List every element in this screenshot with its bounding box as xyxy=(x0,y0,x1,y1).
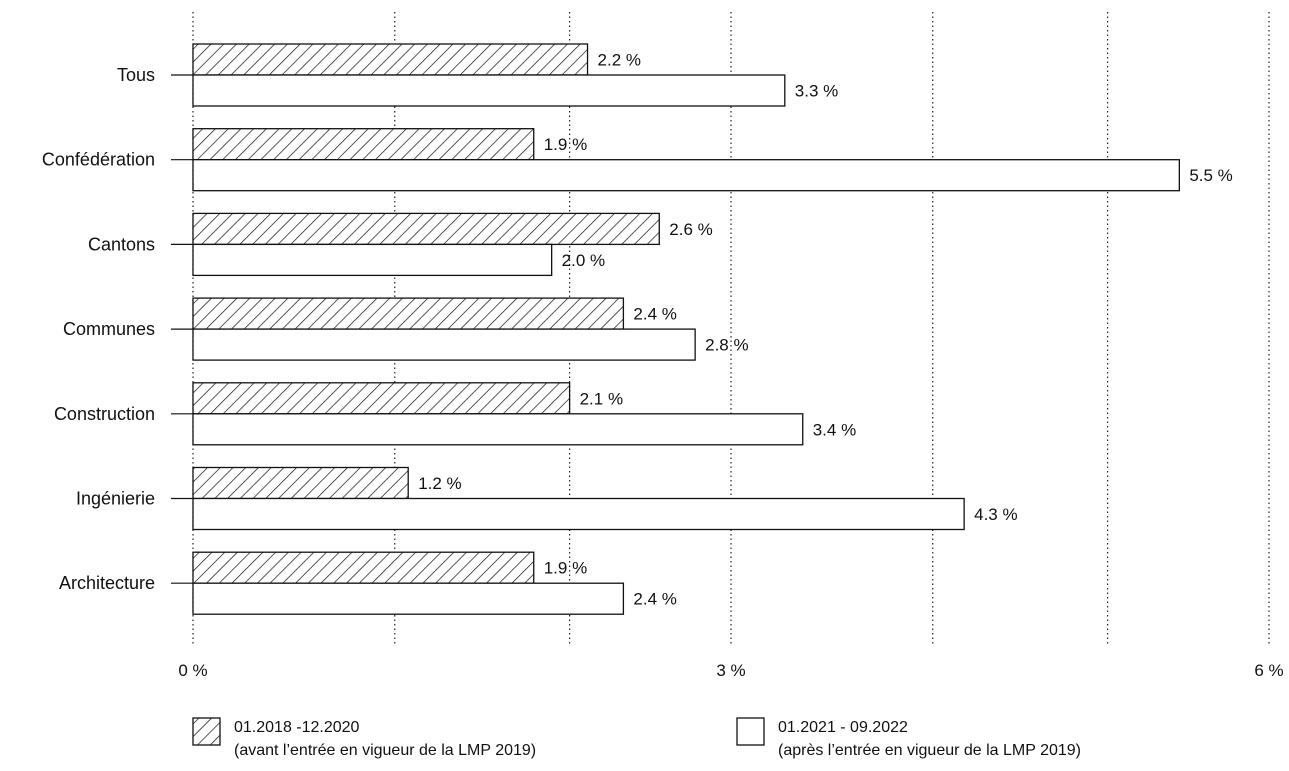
legend: 01.2018 -12.2020 (avant l’entrée en vigue… xyxy=(192,717,1081,759)
legend-series-name: 01.2021 - 09.2022 xyxy=(778,719,908,736)
bar-period-1 xyxy=(192,382,571,415)
bar-period-2 xyxy=(192,159,1180,192)
category-label: Ingénierie xyxy=(76,489,155,509)
category-label: Architecture xyxy=(59,573,155,593)
legend-series-note: (avant l’entrée en vigueur de la LMP 201… xyxy=(234,742,536,759)
category-label: Construction xyxy=(54,404,155,424)
bar-period-2 xyxy=(192,413,804,446)
category-label: Communes xyxy=(63,319,155,339)
value-label: 3.4 % xyxy=(813,420,856,439)
bars xyxy=(192,43,1180,615)
bar-period-2 xyxy=(192,328,696,361)
bar-period-2 xyxy=(192,243,553,277)
value-label: 2.4 % xyxy=(633,305,676,324)
value-label: 2.1 % xyxy=(580,389,623,408)
labels: Tous 2.2 % 3.3 % Confédération 1.9 % 5.5 % Can… xyxy=(42,51,1233,609)
legend-series-note: (après l’entrée en vigueur de la LMP 201… xyxy=(778,742,1081,759)
value-label: 2.4 % xyxy=(633,590,676,609)
bar-period-1 xyxy=(192,212,660,246)
x-tick-label: 3 % xyxy=(716,661,745,680)
x-tick-label: 0 % xyxy=(178,661,207,680)
category-label: Confédération xyxy=(42,150,155,170)
value-label: 2.6 % xyxy=(669,220,712,239)
category-label: Tous xyxy=(117,65,155,85)
legend-swatch-hatched xyxy=(192,717,221,746)
x-tick-label: 6 % xyxy=(1254,661,1283,680)
x-axis-ticks: 0 % 3 % 6 % xyxy=(178,661,1283,680)
value-label: 5.5 % xyxy=(1189,166,1232,185)
value-label: 3.3 % xyxy=(795,82,838,101)
bar-period-2 xyxy=(192,497,965,531)
bar-period-1 xyxy=(192,551,535,584)
legend-swatch-empty xyxy=(736,717,765,746)
bar-period-1 xyxy=(192,128,535,161)
value-label: 1.2 % xyxy=(418,474,461,493)
bar-period-2 xyxy=(192,582,625,615)
bar-period-2 xyxy=(192,74,786,107)
value-label: 1.9 % xyxy=(544,559,587,578)
value-label: 2.2 % xyxy=(598,51,641,70)
category-label: Cantons xyxy=(88,234,155,254)
bar-period-1 xyxy=(192,297,625,330)
bar-period-1 xyxy=(192,43,589,76)
bar-period-1 xyxy=(192,466,409,500)
value-label: 2.0 % xyxy=(562,251,605,270)
value-label: 2.8 % xyxy=(705,336,748,355)
legend-series-name: 01.2018 -12.2020 xyxy=(234,719,360,736)
value-label: 4.3 % xyxy=(974,505,1017,524)
value-label: 1.9 % xyxy=(544,135,587,154)
y-axis xyxy=(171,74,193,584)
